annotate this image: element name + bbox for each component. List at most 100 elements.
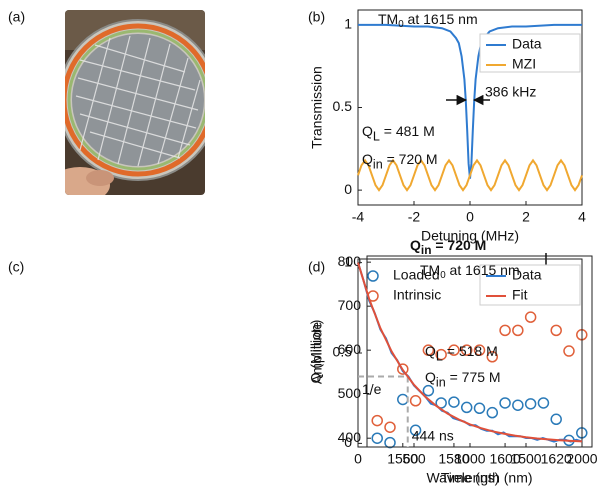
x-tick-label: 1620 [541, 451, 572, 467]
annotation-part: 0 [440, 270, 446, 281]
annotation-part: Q [362, 151, 373, 167]
data-point [524, 311, 537, 323]
annotation-part: TM [420, 262, 440, 278]
data-line [357, 158, 583, 192]
y-tick-label: 1 [344, 16, 352, 32]
annotation-part: = 481 M [380, 123, 435, 139]
data-point [448, 396, 460, 408]
legend-label: Data [512, 267, 542, 283]
legend-label: Intrinsic [393, 287, 441, 303]
x-tick-label: 4 [578, 209, 586, 225]
legend-label: Loaded [393, 267, 440, 283]
x-tick-label: 2 [522, 209, 530, 225]
data-line [358, 23, 582, 179]
panel-label: (d) [308, 259, 325, 275]
data-point [512, 324, 524, 337]
x-tick-label: 0 [466, 209, 474, 225]
y-tick-label: 600 [338, 341, 362, 357]
annotation-part: = 518 M [443, 343, 498, 359]
data-point [550, 324, 562, 337]
x-axis-label: Time (ns) [441, 470, 500, 486]
y-axis-label: Amplitude [309, 322, 325, 384]
x-tick-label: 1500 [510, 451, 541, 467]
data-point [486, 351, 499, 363]
annotation-part: = 720 M [431, 237, 486, 253]
annotation-part: in [421, 243, 432, 257]
data-point [550, 413, 562, 426]
data-point [409, 424, 422, 437]
annotation-part: = 720 M [383, 151, 438, 167]
panel-label: (a) [8, 9, 25, 25]
legend-marker [367, 270, 379, 282]
x-tick-label: 2000 [566, 451, 597, 467]
panel-label: (c) [8, 259, 24, 275]
data-point [422, 344, 435, 356]
x-tick-label: 1560 [387, 451, 418, 467]
data-point [524, 398, 537, 410]
y-tick-label: 500 [338, 385, 362, 401]
data-point [448, 344, 460, 356]
annotation-part: in [373, 158, 383, 172]
annotation: Qin = 720 M [362, 151, 438, 172]
y-tick-label: 400 [338, 429, 362, 445]
x-tick-label: 1580 [438, 451, 469, 467]
y-tick-label: 0.5 [333, 98, 353, 114]
annotation-part: TM [378, 11, 398, 27]
annotation: TM0 at 1615 nm [378, 11, 478, 30]
y-tick-label: 0 [344, 181, 352, 197]
legend-label: Data [512, 36, 542, 52]
data-point [563, 345, 575, 357]
data-point [460, 401, 473, 414]
annotation-part: Q [425, 369, 436, 385]
data-line [357, 262, 583, 443]
x-tick-label: 1000 [454, 451, 485, 467]
y-tick-label: 700 [338, 297, 362, 313]
annotation-part: Q [425, 343, 436, 359]
annotation-part: 0 [398, 19, 404, 30]
y-axis-label: Q (Million) [308, 320, 324, 384]
x-tick-label: -4 [352, 209, 365, 225]
data-point [499, 397, 511, 409]
annotation-part: at 1615 nm [446, 262, 520, 278]
data-point [384, 421, 396, 433]
x-axis-label: Detuning (MHz) [421, 228, 519, 244]
guide-label: 1/e [362, 381, 382, 397]
x-tick-label: 0 [354, 451, 362, 467]
data-point [537, 397, 550, 409]
data-point [460, 344, 473, 356]
data-point [371, 432, 383, 444]
annotation-part: L [436, 350, 443, 364]
x-tick-label: 500 [402, 451, 426, 467]
y-tick-label: 0.5 [333, 344, 353, 360]
annotation-part: Q [362, 123, 373, 139]
width-label: 386 kHz [485, 84, 536, 100]
annotation: TM0 at 1615 nm [420, 262, 520, 281]
legend-label: Fit [512, 287, 528, 303]
data-point [384, 436, 396, 449]
x-axis-label: Wavelength (nm) [426, 470, 532, 486]
y-axis-label: Transmission [309, 66, 325, 149]
annotation-part: in [436, 376, 446, 390]
data-point [473, 402, 486, 415]
data-point [409, 395, 422, 407]
annotation-part: Q [410, 237, 421, 253]
y-tick-label: 1 [344, 253, 352, 269]
data-point [371, 414, 383, 427]
data-point [397, 363, 409, 375]
annotation: QL = 518 M [425, 343, 498, 364]
legend-label: MZI [512, 56, 536, 72]
x-tick-label: -2 [408, 209, 421, 225]
data-point [435, 348, 447, 361]
y-tick-label: 800 [338, 253, 362, 269]
guide-label: 444 ns [412, 428, 454, 444]
panel-label: (b) [308, 9, 325, 25]
annotation: QL = 481 M [362, 123, 435, 144]
annotation: Qin = 720 M [410, 237, 486, 258]
x-tick-label: 1600 [489, 451, 520, 467]
data-point [397, 393, 409, 406]
data-point [499, 324, 511, 337]
data-point [435, 397, 447, 409]
photo [65, 10, 205, 195]
y-tick-label: 0 [344, 434, 352, 450]
